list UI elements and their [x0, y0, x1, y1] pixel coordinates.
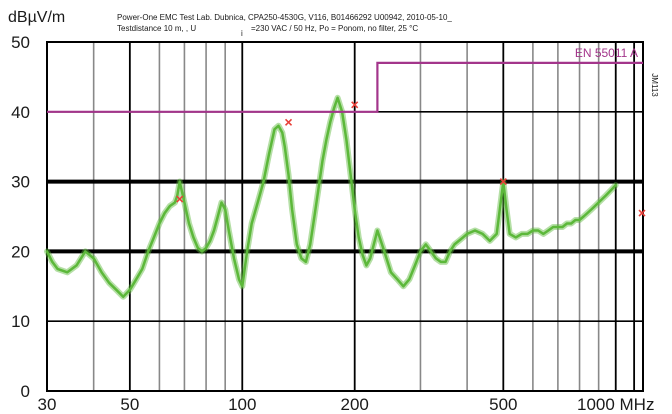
header-line-2: Testdistance 10 m, , U [117, 24, 196, 33]
header-line-2-conditions: =230 VAC / 50 Hz, Po = Ponom, no filter,… [251, 24, 418, 33]
y-tick-label: 40 [11, 103, 30, 122]
peak-marker [286, 119, 292, 125]
x-tick-label: 1000 MHz [577, 395, 654, 414]
y-tick-label: 0 [21, 382, 30, 401]
y-tick-label: 10 [11, 312, 30, 331]
grid-layer [47, 42, 643, 391]
side-code-label: JM113 [650, 73, 659, 97]
emission-trace [47, 98, 616, 297]
header-line-1: Power-One EMC Test Lab. Dubnica, CPA250-… [117, 13, 452, 22]
y-tick-label: 20 [11, 242, 30, 261]
plot-frame [47, 42, 643, 391]
y-axis-label: dBµV/m [8, 9, 65, 26]
x-tick-label: 50 [120, 395, 139, 414]
x-tick-label: 200 [341, 395, 369, 414]
x-tick-label: 100 [228, 395, 256, 414]
trace-band [47, 98, 616, 297]
y-tick-label: 30 [11, 173, 30, 192]
limit-line-label: EN 55011 A [575, 46, 638, 60]
limit-line [47, 63, 643, 112]
y-tick-label: 50 [11, 33, 30, 52]
x-tick-label: 500 [489, 395, 517, 414]
limit-line-group [47, 63, 643, 112]
header-line-2-subscript: i [241, 29, 243, 38]
x-tick-label: 30 [38, 395, 57, 414]
peak-markers [177, 102, 645, 216]
